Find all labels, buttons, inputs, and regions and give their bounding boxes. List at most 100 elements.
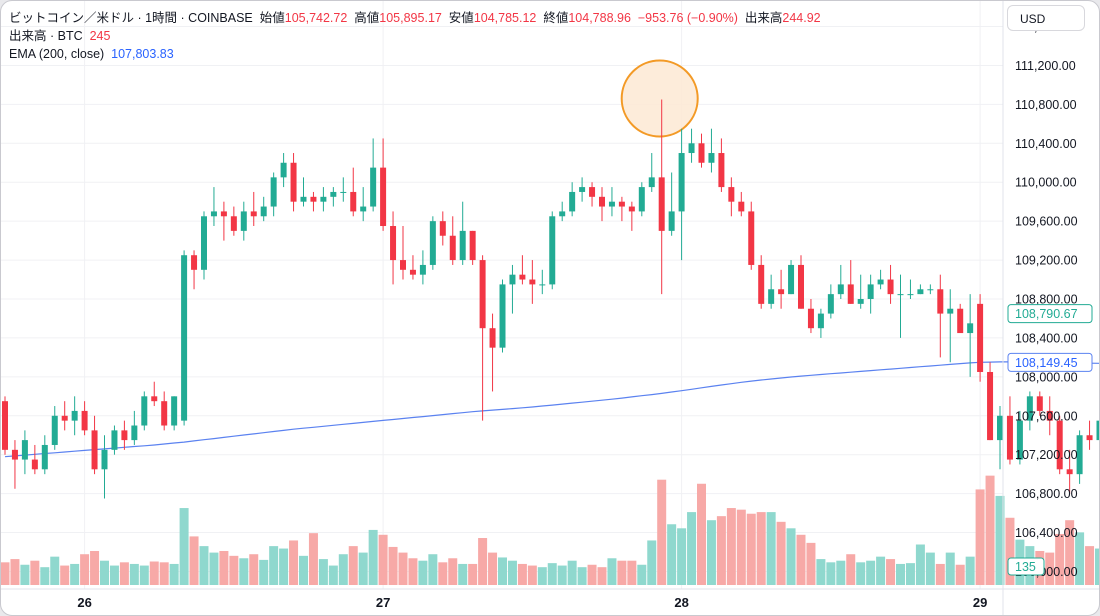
price-tick-label: 108,000.00	[1015, 370, 1078, 384]
candle	[161, 391, 168, 431]
candle	[429, 216, 436, 270]
candle	[181, 250, 188, 426]
candle-body	[330, 191, 337, 197]
candle	[698, 133, 705, 168]
volume-bar	[1085, 546, 1095, 585]
candle-body	[280, 162, 287, 178]
candle	[1026, 391, 1033, 431]
candle-body	[1006, 415, 1013, 460]
price-tick-label: 108,800.00	[1015, 293, 1078, 307]
candle-body	[161, 401, 168, 426]
volume-bar	[935, 563, 945, 585]
price-tick-label: 109,600.00	[1015, 215, 1078, 229]
volume-bar	[169, 563, 179, 585]
candle-body	[748, 211, 755, 265]
volume-bar	[468, 563, 478, 585]
candle-body	[1026, 396, 1033, 421]
last-volume-tag[interactable]: 135	[1007, 557, 1045, 576]
volume-bar	[965, 556, 975, 585]
candle-body	[907, 294, 914, 296]
close-value: 104,788.96	[568, 11, 631, 25]
candle	[469, 230, 476, 265]
candle	[201, 211, 207, 280]
candle-body	[360, 206, 367, 212]
candle-body	[589, 187, 596, 197]
candle	[270, 172, 277, 217]
symbol-title[interactable]: ビットコイン／米ドル · 1時間 · COINBASE	[9, 11, 253, 25]
candle-body	[897, 294, 904, 296]
volume-bar	[975, 489, 985, 585]
candle-body	[230, 216, 237, 231]
volume-bar	[139, 565, 149, 585]
candle-body	[479, 260, 486, 329]
ema-legend[interactable]: EMA (200, close) 107,803.83	[9, 47, 174, 62]
candle	[977, 294, 984, 382]
candle	[728, 177, 735, 217]
candle-body	[61, 415, 68, 421]
candle	[638, 182, 645, 217]
volume-bar	[527, 565, 537, 585]
high-value: 105,895.17	[379, 11, 442, 25]
candle	[111, 425, 118, 455]
volume-bar	[736, 509, 746, 585]
candle	[688, 128, 695, 163]
candle-body	[788, 264, 795, 295]
candle	[300, 177, 307, 207]
candle	[798, 255, 804, 309]
candle-body	[887, 279, 894, 295]
candle-body	[400, 260, 406, 270]
candle	[91, 415, 98, 475]
volume-bar	[766, 512, 776, 585]
candle-body	[947, 308, 954, 314]
price-axis[interactable]: 106,000.00106,400.00106,800.00107,200.00…	[1002, 1, 1093, 615]
candle	[618, 196, 625, 222]
volume-bar	[199, 546, 209, 585]
volume-bar	[706, 520, 716, 585]
candle	[768, 274, 775, 309]
ema-price-tag[interactable]: 108,149.45	[1007, 352, 1093, 372]
candle	[210, 187, 217, 227]
candle	[658, 99, 665, 295]
volume-bar	[488, 552, 498, 585]
candle	[708, 128, 715, 173]
candle	[370, 138, 377, 212]
candle	[310, 191, 317, 212]
volume-label: 出来高	[744, 11, 783, 25]
candle-body	[967, 323, 974, 334]
volume-bar	[537, 567, 547, 585]
candle-body	[668, 211, 675, 231]
volume-indicator-legend[interactable]: 出来高 · BTC 245	[9, 29, 110, 44]
candle-body	[459, 230, 466, 261]
candle-body	[807, 308, 814, 329]
ema-price-tag-text: 108,149.45	[1015, 356, 1078, 370]
candle-body	[539, 284, 546, 286]
volume-bar	[189, 536, 199, 585]
candle-body	[877, 279, 884, 285]
candle	[380, 138, 387, 231]
time-tick-label: 26	[77, 595, 91, 610]
volume-bar	[677, 528, 687, 585]
candle-body	[738, 201, 745, 212]
volume-bar	[697, 483, 706, 585]
currency-button[interactable]: USD	[1007, 5, 1085, 31]
candle	[21, 430, 28, 475]
volume-bar	[179, 508, 189, 585]
price-tick-label: 106,400.00	[1015, 526, 1078, 540]
price-tick-label: 106,800.00	[1015, 487, 1078, 501]
candle-body	[81, 410, 88, 431]
candle-body	[1066, 469, 1073, 475]
volume-bar	[1095, 548, 1099, 585]
ema-label: EMA (200, close)	[9, 47, 105, 61]
volume-bar	[338, 554, 348, 585]
candle-body	[210, 211, 217, 217]
candle	[579, 177, 586, 202]
candle	[559, 201, 566, 222]
volume-bar	[1005, 517, 1015, 585]
volume-bar	[418, 560, 428, 585]
candle-body	[937, 289, 944, 314]
time-axis[interactable]: 26 27 28 29	[1, 588, 1099, 610]
candle-body	[320, 196, 327, 202]
last-price-tag[interactable]: 108,790.67	[1007, 304, 1093, 324]
